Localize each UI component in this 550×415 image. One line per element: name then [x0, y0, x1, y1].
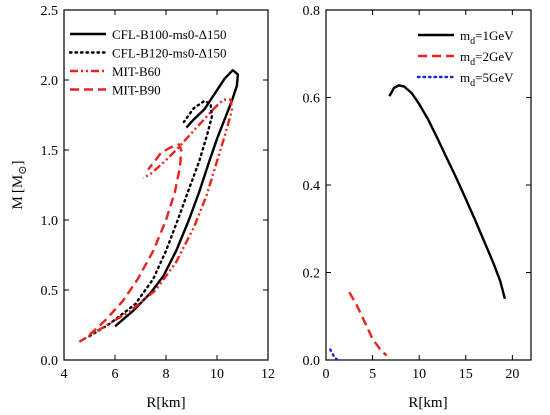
- left-y-axis-main: M: [10, 196, 26, 209]
- legend-label: CFL-B100-ms0-Δ150: [112, 27, 227, 42]
- legend-label-sub: d: [470, 78, 475, 89]
- y-tick-label: 0.0: [41, 354, 59, 369]
- right-series-curves: [329, 84, 507, 361]
- legend-label-rest: =2GeV: [475, 49, 514, 64]
- x-tick-label: 15: [459, 367, 473, 382]
- left-y-axis-title: M [M⊙]: [10, 161, 29, 210]
- legend-label: md=2GeV: [460, 49, 514, 68]
- legend-label: CFL-B120-ms0-Δ150: [112, 46, 227, 61]
- x-tick-label: 5: [369, 367, 376, 382]
- y-tick-label: 1.0: [41, 214, 59, 229]
- left-y-axis-unit-open: [M: [10, 175, 26, 193]
- legend-label-main: MIT-B60: [112, 64, 161, 79]
- left-series-curves: [78, 69, 240, 343]
- left-plot-frame: [63, 9, 269, 361]
- left-mass-radius-panel: 4 6 8 10 12 0.0 0.5 1.0 1.5 2.0 2.5 R[km] M [M⊙] CF…: [10, 4, 275, 411]
- x-tick-label: 6: [112, 367, 119, 382]
- left-axis-ticks: 4 6 8 10 12 0.0 0.5 1.0 1.5 2.0 2.5: [41, 4, 276, 382]
- series-line-1: [88, 99, 214, 338]
- x-tick-label: 4: [61, 367, 68, 382]
- y-tick-label: 1.5: [41, 144, 59, 159]
- x-tick-label: 20: [505, 367, 519, 382]
- legend-label: MIT-B90: [112, 83, 161, 98]
- y-tick-label: 0.8: [303, 4, 321, 19]
- legend-label-sub: d: [470, 57, 475, 68]
- series-line-2: [78, 98, 233, 343]
- right-x-axis-title: R[km]: [408, 395, 447, 411]
- legend-label-main: CFL-B100-ms0-Δ150: [112, 27, 227, 42]
- legend-label-main: m: [460, 49, 470, 64]
- legend-label-sub: d: [470, 36, 475, 47]
- legend-label: md=5GeV: [460, 70, 514, 89]
- y-tick-label: 0.5: [41, 284, 59, 299]
- x-tick-label: 12: [261, 367, 275, 382]
- y-tick-label: 0.2: [303, 267, 321, 282]
- right-mass-radius-panel: 0 5 10 15 200.00.20.40.60.8 R[km] md=1GeVmd=…: [303, 4, 532, 411]
- legend-label-main: m: [460, 28, 470, 43]
- legend-label-rest: =1GeV: [475, 28, 514, 43]
- y-tick-label: 0.6: [303, 92, 321, 107]
- series-line-0: [114, 69, 240, 328]
- legend-label-main: CFL-B120-ms0-Δ150: [112, 46, 227, 61]
- y-tick-label: 0.0: [303, 354, 321, 369]
- x-tick-label: 10: [412, 367, 426, 382]
- legend-label: MIT-B60: [112, 64, 161, 79]
- x-tick-label: 0: [323, 367, 330, 382]
- legend-label-rest: =5GeV: [475, 70, 514, 85]
- x-tick-label: 10: [210, 367, 224, 382]
- y-tick-label: 0.4: [303, 179, 321, 194]
- left-x-axis-title: R[km]: [146, 395, 185, 411]
- series-line-0: [388, 84, 507, 300]
- left-y-axis-unit-close: ]: [10, 161, 26, 166]
- series-line-1: [348, 291, 388, 357]
- x-tick-label: 8: [163, 367, 170, 382]
- y-tick-label: 2.5: [41, 4, 59, 19]
- legend-label: md=1GeV: [460, 28, 514, 47]
- legend-label-main: m: [460, 70, 470, 85]
- y-tick-label: 2.0: [41, 74, 59, 89]
- legend-label-main: MIT-B90: [112, 83, 161, 98]
- right-axis-ticks: 0 5 10 15 20 0.0 0.2 0.4 0.6 0.8: [303, 4, 531, 382]
- left-legend: CFL-B100-ms0-Δ150 CFL-B120-ms0-Δ150 MIT-B6…: [68, 27, 227, 98]
- series-line-2: [329, 348, 339, 361]
- left-y-axis-unit-sub: ⊙: [17, 166, 29, 175]
